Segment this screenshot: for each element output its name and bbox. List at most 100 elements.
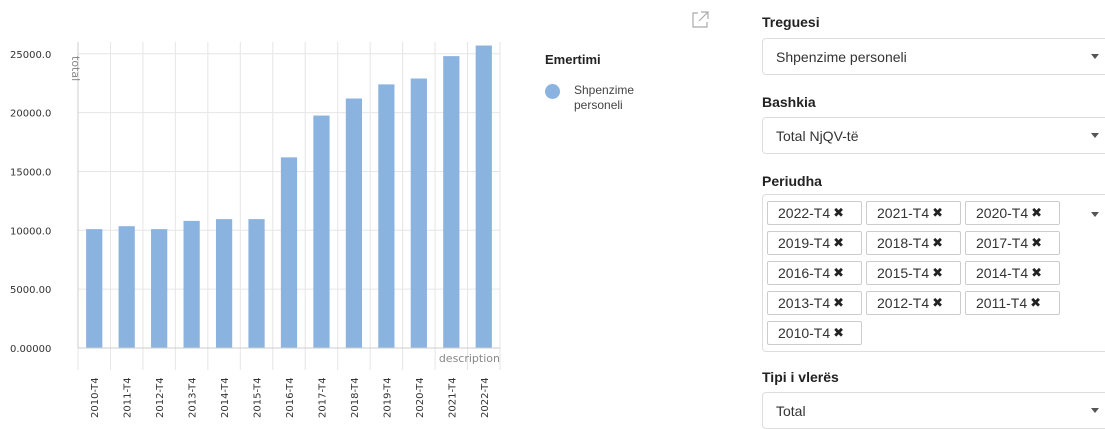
bar[interactable]: [248, 219, 265, 348]
bar[interactable]: [280, 157, 298, 348]
y-tick-label: 20000.0: [10, 109, 51, 120]
x-tick-label: 2019-T4: [382, 377, 393, 418]
chip-label: 2016-T4: [778, 265, 831, 281]
periudha-chip: 2017-T4 ✖: [965, 231, 1060, 255]
periudha-multiselect[interactable]: 2022-T4 ✖ 2021-T4 ✖ 2020-T4 ✖ 2019-T4 ✖ 2018-T4 ✖…: [762, 194, 1105, 352]
periudha-chip: 2013-T4 ✖: [767, 291, 862, 315]
x-tick-label: 2012-T4: [155, 377, 166, 418]
legend: Emertimi Shpenzime personeli: [545, 52, 685, 113]
x-tick-label: 2018-T4: [350, 377, 361, 418]
treguesi-label: Treguesi: [762, 14, 820, 30]
x-tick-label: 2017-T4: [317, 377, 328, 418]
chip-label: 2021-T4: [877, 205, 930, 221]
remove-icon[interactable]: ✖: [833, 235, 845, 250]
remove-icon[interactable]: ✖: [833, 205, 845, 220]
chip-label: 2010-T4: [778, 325, 831, 341]
bar[interactable]: [183, 220, 200, 348]
chevron-down-icon[interactable]: [1091, 212, 1099, 217]
x-tick-label: 2020-T4: [415, 377, 426, 418]
chip-label: 2014-T4: [976, 265, 1029, 281]
x-axis-title: description: [439, 352, 500, 365]
legend-marker: [545, 84, 560, 99]
tipi-select[interactable]: Total: [762, 392, 1105, 429]
bar[interactable]: [86, 229, 103, 348]
chip-label: 2013-T4: [778, 295, 831, 311]
bashkia-select[interactable]: Total NjQV-të: [762, 117, 1105, 154]
tipi-label: Tipi i vlerës: [762, 369, 839, 385]
vertical-grid: [77, 42, 501, 370]
periudha-chip: 2018-T4 ✖: [866, 231, 961, 255]
bar[interactable]: [151, 229, 168, 348]
treguesi-value: Shpenzime personeli: [776, 48, 907, 65]
y-tick-label: 25000.0: [10, 50, 51, 61]
remove-icon[interactable]: ✖: [833, 295, 845, 310]
x-tick-label: 2013-T4: [188, 377, 199, 418]
remove-icon[interactable]: ✖: [932, 235, 944, 250]
periudha-chip: 2012-T4 ✖: [866, 291, 961, 315]
x-tick-label: 2021-T4: [447, 377, 458, 418]
bar[interactable]: [475, 45, 492, 349]
remove-icon[interactable]: ✖: [833, 325, 845, 340]
chip-label: 2020-T4: [976, 205, 1029, 221]
y-tick-label: 0.00000: [10, 344, 51, 355]
legend-title: Emertimi: [545, 52, 601, 67]
remove-icon[interactable]: ✖: [932, 265, 944, 280]
bars: [86, 45, 492, 349]
chip-label: 2015-T4: [877, 265, 930, 281]
bar[interactable]: [215, 219, 233, 348]
periudha-chip: 2015-T4 ✖: [866, 261, 961, 285]
bar[interactable]: [313, 115, 330, 348]
treguesi-select[interactable]: Shpenzime personeli: [762, 38, 1105, 75]
periudha-chips: 2022-T4 ✖ 2021-T4 ✖ 2020-T4 ✖ 2019-T4 ✖ 2018-T4 ✖…: [767, 201, 1067, 351]
x-tick-label: 2016-T4: [285, 377, 296, 418]
x-tick-label: 2010-T4: [90, 377, 101, 418]
periudha-chip: 2022-T4 ✖: [767, 201, 862, 225]
x-tick-label: 2015-T4: [253, 377, 264, 418]
chip-label: 2011-T4: [976, 295, 1028, 311]
x-tick-labels: 2010-T4 2011-T4 2012-T4 2013-T4 2014-T4 2015-…: [90, 377, 491, 418]
periudha-chip: 2016-T4 ✖: [767, 261, 862, 285]
x-tick-label: 2014-T4: [220, 377, 231, 418]
y-axis-title: total: [69, 56, 82, 81]
y-tick-label: 5000.00: [10, 285, 51, 296]
bashkia-value: Total NjQV-të: [776, 127, 859, 144]
chip-label: 2012-T4: [877, 295, 930, 311]
chevron-down-icon: [1091, 408, 1099, 413]
chip-label: 2022-T4: [778, 205, 831, 221]
remove-icon[interactable]: ✖: [1031, 265, 1043, 280]
y-tick-label: 15000.0: [10, 167, 51, 178]
periudha-chip: 2011-T4 ✖: [965, 291, 1060, 315]
x-tick-label: 2022-T4: [480, 377, 491, 418]
y-tick-label: 10000.0: [10, 226, 51, 237]
y-tick-labels: 0.00000 5000.00 10000.0 15000.0 20000.0 25000…: [10, 50, 51, 355]
legend-label: Shpenzime personeli: [574, 83, 635, 112]
periudha-chip: 2020-T4 ✖: [965, 201, 1060, 225]
remove-icon[interactable]: ✖: [932, 295, 944, 310]
chip-label: 2017-T4: [976, 235, 1029, 251]
bashkia-label: Bashkia: [762, 94, 816, 110]
remove-icon[interactable]: ✖: [1031, 235, 1043, 250]
chevron-down-icon: [1091, 133, 1099, 138]
x-tick-label: 2011-T4: [123, 377, 134, 418]
external-link-icon[interactable]: [690, 10, 710, 30]
bar-chart: 0.00000 5000.00 10000.0 15000.0 20000.0 25000…: [10, 42, 501, 418]
bar[interactable]: [443, 56, 460, 348]
legend-item[interactable]: Shpenzime personeli: [545, 83, 685, 113]
bar[interactable]: [345, 98, 363, 348]
remove-icon[interactable]: ✖: [1031, 205, 1043, 220]
remove-icon[interactable]: ✖: [833, 265, 845, 280]
bar[interactable]: [410, 78, 427, 348]
remove-icon[interactable]: ✖: [1030, 295, 1042, 310]
bar[interactable]: [378, 84, 395, 348]
chip-label: 2018-T4: [877, 235, 930, 251]
periudha-chip: 2010-T4 ✖: [767, 321, 862, 345]
bar[interactable]: [118, 226, 135, 348]
periudha-chip: 2019-T4 ✖: [767, 231, 862, 255]
chevron-down-icon: [1091, 54, 1099, 59]
periudha-chip: 2021-T4 ✖: [866, 201, 961, 225]
tipi-value: Total: [776, 402, 806, 419]
remove-icon[interactable]: ✖: [932, 205, 944, 220]
periudha-label: Periudha: [762, 173, 822, 189]
chip-label: 2019-T4: [778, 235, 831, 251]
periudha-chip: 2014-T4 ✖: [965, 261, 1060, 285]
